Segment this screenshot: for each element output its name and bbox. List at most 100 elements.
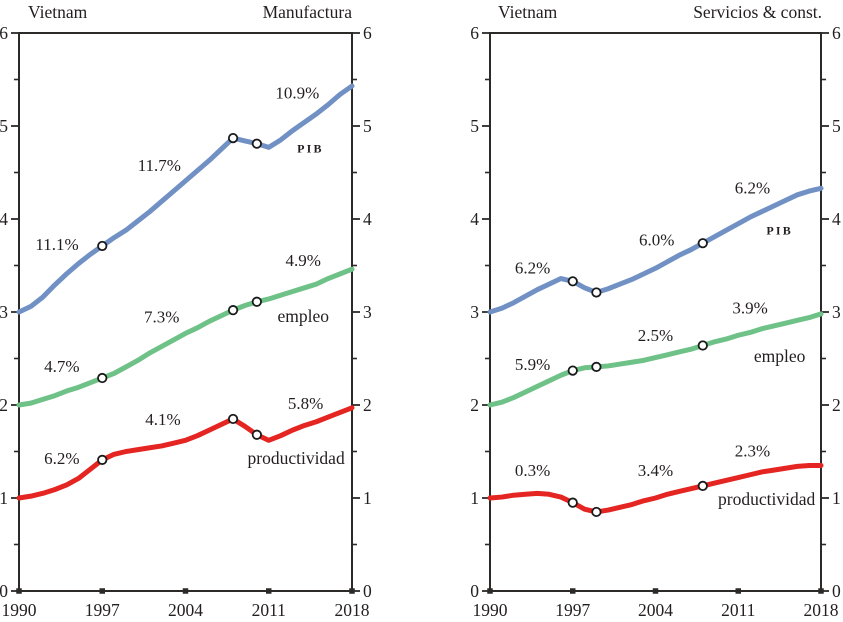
y-axis-label-right: 5 [832, 116, 841, 136]
y-axis-label-left: 5 [470, 116, 479, 136]
y-axis-label-left: 0 [0, 581, 8, 601]
series-empleo-marker [591, 361, 602, 372]
label-6-2: 6.2% [44, 449, 79, 468]
y-axis-label-right: 1 [363, 488, 372, 508]
series-empleo-marker [227, 305, 239, 316]
label-4-1: 4.1% [145, 410, 180, 429]
series-pib-marker [697, 238, 708, 249]
y-axis-label-right: 0 [363, 581, 372, 601]
series-productividad-marker [97, 454, 108, 465]
chart-title-row: Vietnam Servicios & const. [498, 2, 822, 22]
y-axis-label-left: 6 [470, 23, 479, 43]
label-2-5: 2.5% [638, 326, 673, 345]
y-axis-label-left: 3 [0, 302, 8, 322]
y-axis-label-right: 2 [363, 395, 372, 415]
y-axis-label-left: 3 [470, 302, 479, 322]
series-empleo-line [487, 311, 824, 408]
y-axis-label-left: 1 [470, 488, 479, 508]
x-axis-label: 2004 [168, 600, 203, 620]
x-axis-tick [652, 588, 659, 594]
y-axis-label-left: 2 [470, 395, 479, 415]
label-6-2: 6.2% [735, 178, 770, 197]
x-axis-label: 2018 [804, 600, 839, 620]
y-axis-label-right: 6 [832, 23, 841, 43]
label-productividad: productividad [718, 489, 815, 509]
manufactura-chart-canvas: 0 0 1 1 2 2 3 3 4 4 5 5 6 6 1990 1997 2004 2011 2018 11.1% 1… [0, 23, 372, 620]
label-11-7: 11.7% [138, 156, 181, 175]
y-axis-label-left: 2 [0, 395, 8, 415]
series-productividad-marker [567, 497, 578, 508]
label-productividad: productividad [248, 448, 345, 468]
series-empleo-marker [697, 340, 708, 351]
series-pib-marker [567, 276, 578, 287]
label-5-9: 5.9% [515, 355, 550, 374]
label-3-9: 3.9% [732, 298, 767, 317]
series-empleo-marker [97, 372, 108, 384]
series-productividad-marker [251, 429, 262, 440]
x-axis-label: 1990 [473, 600, 508, 620]
y-axis-label-left: 5 [0, 116, 8, 136]
series-pib-line [16, 83, 355, 315]
x-axis-label: 2018 [335, 600, 370, 620]
chart-title-row: Vietnam Manufactura [28, 2, 352, 22]
series-pib-marker [591, 287, 602, 298]
label-6-2: 6.2% [515, 258, 550, 277]
series-productividad-marker [227, 413, 239, 425]
label-6-0: 6.0% [639, 230, 674, 249]
servicios-chart-canvas: 0 0 1 1 2 2 3 3 4 4 5 5 6 6 1990 1997 2004 2011 2018 6.2% 6.… [470, 23, 841, 620]
x-axis-tick [349, 588, 355, 594]
x-axis-tick [487, 588, 493, 594]
chart-title-country: Vietnam [28, 2, 88, 22]
y-axis-label-right: 6 [363, 23, 372, 43]
y-axis-label-left: 1 [0, 488, 8, 508]
y-axis-label-left: 4 [470, 209, 479, 229]
label-4-9: 4.9% [286, 251, 321, 270]
chart-title-country: Vietnam [498, 2, 558, 22]
series-pib-marker [97, 240, 108, 252]
x-axis-label: 1997 [555, 600, 590, 620]
label-pib: PIB [766, 223, 793, 237]
series-productividad-line [487, 462, 824, 515]
series-empleo-marker [567, 365, 578, 376]
y-axis-label-right: 4 [363, 209, 372, 229]
y-axis-label-right: 3 [832, 302, 841, 322]
series-empleo-marker [251, 296, 262, 307]
label-2-3: 2.3% [735, 442, 770, 461]
label-10-9: 10.9% [275, 83, 319, 102]
series-pib-marker [251, 138, 262, 149]
y-axis-label-right: 1 [832, 488, 841, 508]
x-axis-tick [99, 588, 105, 594]
label-7-3: 7.3% [144, 308, 179, 327]
label-pib: PIB [297, 142, 324, 156]
x-axis-tick [266, 588, 272, 594]
y-axis-label-left: 0 [470, 581, 479, 601]
label-11-1: 11.1% [35, 235, 78, 254]
x-axis-label: 2011 [721, 600, 755, 620]
label-empleo: empleo [277, 306, 329, 326]
label-empleo: empleo [754, 346, 806, 366]
x-axis-label: 2004 [638, 600, 673, 620]
y-axis-label-right: 3 [363, 302, 372, 322]
chart-title-sector: Manufactura [262, 2, 352, 22]
y-axis-label-right: 5 [363, 116, 372, 136]
x-axis-label: 2011 [252, 600, 286, 620]
x-axis-tick [16, 588, 22, 594]
series-productividad-marker [697, 480, 708, 492]
label-0-3: 0.3% [515, 461, 550, 480]
chart-servicios: Vietnam Servicios & const. 0 0 1 1 2 2 3 3 4 4 5 5 6… [422, 0, 843, 622]
x-axis-tick [735, 588, 741, 594]
label-3-4: 3.4% [638, 461, 673, 480]
series-empleo-line [16, 266, 355, 408]
y-axis-label-right: 2 [832, 395, 841, 415]
x-axis-tick [818, 588, 824, 594]
series-pib-line [487, 185, 824, 315]
x-axis-tick [182, 588, 189, 594]
series-productividad-line [16, 405, 355, 501]
series-productividad-marker [591, 506, 602, 518]
series-pib-marker [227, 132, 239, 144]
y-axis-label-left: 6 [0, 23, 8, 43]
chart-manufactura: Vietnam Manufactura 0 0 1 1 2 2 3 3 4 4 5 5 6 6 1990 19… [0, 0, 421, 622]
label-5-8: 5.8% [288, 394, 323, 413]
y-axis-label-left: 4 [0, 209, 8, 229]
